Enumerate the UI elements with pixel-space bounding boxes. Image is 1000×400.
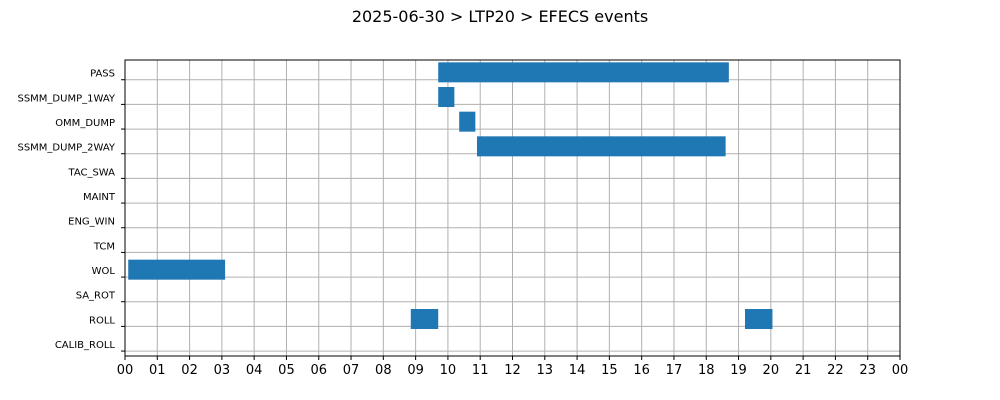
y-tick-label: ROLL (89, 315, 115, 326)
event-bar-wol (128, 259, 226, 280)
x-tick-label: 12 (504, 363, 521, 378)
y-tick-label: ENG_WIN (68, 217, 115, 228)
x-tick-label: 11 (472, 363, 489, 378)
x-tick-label: 17 (666, 363, 683, 378)
x-tick-label: 15 (601, 363, 618, 378)
event-bar-pass (438, 62, 729, 83)
y-tick-label: WOL (92, 266, 116, 277)
bars (128, 62, 773, 329)
x-tick-label: 20 (763, 363, 780, 378)
x-tick-label: 10 (440, 363, 457, 378)
y-tick-label: SSMM_DUMP_1WAY (17, 93, 115, 104)
x-tick-label: 08 (375, 363, 392, 378)
x-tick-label: 21 (795, 363, 812, 378)
x-tick-label: 00 (892, 363, 909, 378)
event-bar-roll (410, 309, 439, 329)
grid (125, 60, 900, 356)
x-tick-label: 14 (569, 363, 586, 378)
event-bar-ssmm-dump-2way (476, 136, 726, 157)
y-tick-label: TAC_SWA (67, 167, 115, 178)
x-tick-label: 02 (181, 363, 198, 378)
y-tick-labels: PASS SSMM_DUMP_1WAY OMM_DUMP SSMM_DUMP_2WAY… (17, 69, 115, 351)
x-tick-label: 09 (407, 363, 424, 378)
y-tick-label: TCM (93, 241, 115, 252)
x-tick-label: 23 (859, 363, 876, 378)
x-tick-labels: 00 01 02 03 04 05 06 07 08 09 10 11 12 13 14 15 16 17 18 19… (117, 363, 909, 378)
x-tick-label: 01 (149, 363, 166, 378)
y-tick-label: PASS (90, 69, 115, 80)
x-tick-label: 03 (214, 363, 231, 378)
x-tick-label: 19 (730, 363, 747, 378)
y-tick-label: SA_ROT (76, 291, 116, 302)
x-tick-label: 16 (633, 363, 650, 378)
x-tick-label: 06 (310, 363, 327, 378)
y-tick-label: CALIB_ROLL (55, 340, 116, 351)
event-bar-ssmm-dump-1way (438, 87, 455, 107)
x-tick-label: 07 (343, 363, 360, 378)
chart-title: 2025-06-30 > LTP20 > EFECS events (352, 7, 648, 26)
y-tick-label: SSMM_DUMP_2WAY (17, 143, 115, 154)
x-tick-label: 04 (246, 363, 263, 378)
event-bar-omm-dump (459, 111, 476, 132)
x-tick-label: 18 (698, 363, 715, 378)
ticks (121, 79, 901, 360)
x-tick-label: 05 (278, 363, 295, 378)
event-bar-roll (745, 309, 773, 329)
x-tick-label: 00 (117, 363, 134, 378)
x-tick-label: 13 (537, 363, 554, 378)
x-tick-label: 22 (827, 363, 844, 378)
y-tick-label: MAINT (83, 192, 116, 203)
y-tick-label: OMM_DUMP (55, 118, 115, 129)
